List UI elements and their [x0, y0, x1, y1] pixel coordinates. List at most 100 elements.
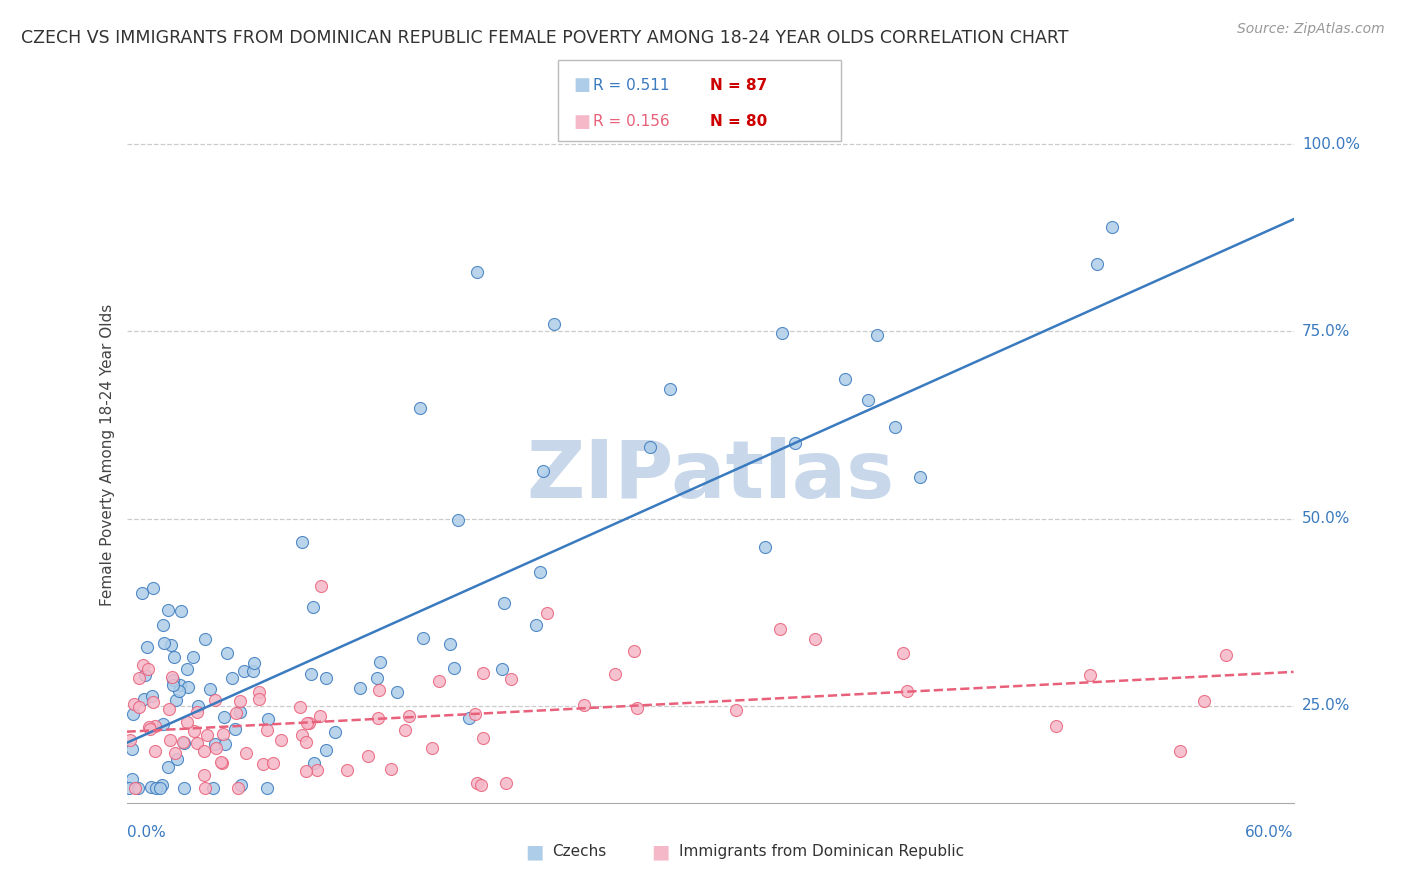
Text: ■: ■ [651, 842, 671, 862]
Point [472, 666, 495, 681]
Point [256, 780, 278, 795]
Text: Immigrants from Dominican Republic: Immigrants from Dominican Republic [679, 845, 965, 859]
Point [163, 649, 186, 664]
Point [470, 778, 492, 792]
Point [136, 662, 159, 676]
Point [134, 668, 156, 682]
Point [162, 678, 184, 692]
Point [121, 742, 143, 756]
Point [145, 780, 167, 795]
Point [231, 778, 253, 792]
Point [458, 711, 481, 725]
Point [194, 632, 217, 646]
Point [204, 692, 226, 706]
Point [427, 674, 450, 689]
Point [197, 728, 219, 742]
Point [380, 763, 402, 777]
Text: 60.0%: 60.0% [1246, 825, 1294, 839]
Point [157, 702, 180, 716]
Point [465, 265, 488, 279]
Point [309, 579, 332, 593]
Point [724, 703, 747, 717]
Point [162, 673, 184, 687]
Text: CZECH VS IMMIGRANTS FROM DOMINICAN REPUBLIC FEMALE POVERTY AMONG 18-24 YEAR OLDS: CZECH VS IMMIGRANTS FROM DOMINICAN REPUB… [21, 29, 1069, 46]
Point [420, 741, 443, 756]
Point [368, 682, 391, 697]
Point [305, 763, 328, 777]
Point [804, 632, 827, 647]
Point [156, 760, 179, 774]
Text: Source: ZipAtlas.com: Source: ZipAtlas.com [1237, 22, 1385, 37]
Point [121, 706, 143, 721]
Point [152, 717, 174, 731]
Point [366, 671, 388, 685]
Point [308, 709, 330, 723]
Point [225, 706, 247, 721]
Point [367, 711, 389, 725]
Point [153, 636, 176, 650]
Point [295, 735, 318, 749]
Point [1170, 744, 1192, 758]
Point [201, 780, 224, 795]
Point [357, 749, 380, 764]
Point [302, 600, 325, 615]
Point [499, 672, 522, 686]
Text: Czechs: Czechs [553, 845, 607, 859]
Point [134, 692, 156, 706]
Text: 50.0%: 50.0% [1302, 511, 1350, 526]
Point [139, 723, 162, 737]
Point [543, 317, 565, 331]
Point [145, 744, 167, 758]
Point [173, 736, 195, 750]
Point [1080, 667, 1102, 681]
Point [257, 712, 280, 726]
Point [139, 780, 162, 795]
Point [623, 644, 645, 658]
Point [198, 682, 221, 697]
Text: ZIPatlas: ZIPatlas [526, 437, 894, 515]
Point [1101, 220, 1123, 235]
Point [229, 705, 252, 719]
Point [204, 737, 226, 751]
Point [127, 780, 149, 795]
Point [128, 671, 150, 685]
Point [770, 326, 793, 341]
Point [288, 699, 311, 714]
Point [176, 662, 198, 676]
Point [138, 720, 160, 734]
Point [243, 657, 266, 671]
Point [409, 401, 432, 416]
Point [298, 715, 321, 730]
Point [235, 746, 257, 760]
Point [368, 655, 391, 669]
Point [299, 666, 322, 681]
Point [172, 735, 194, 749]
Point [385, 684, 408, 698]
Point [891, 646, 914, 660]
Point [249, 685, 271, 699]
Point [176, 714, 198, 729]
Point [531, 464, 554, 478]
Point [315, 671, 337, 685]
Point [221, 671, 243, 685]
Point [142, 581, 165, 595]
Point [1215, 648, 1237, 662]
Point [173, 780, 195, 795]
Point [121, 772, 143, 786]
Point [256, 723, 278, 737]
Point [471, 731, 494, 745]
Text: ■: ■ [574, 112, 591, 130]
Point [209, 755, 232, 769]
Point [856, 393, 879, 408]
Point [160, 638, 183, 652]
Point [163, 746, 186, 760]
Point [834, 372, 856, 386]
Y-axis label: Female Poverty Among 18-24 Year Olds: Female Poverty Among 18-24 Year Olds [100, 304, 115, 606]
Point [494, 596, 516, 610]
Point [295, 715, 318, 730]
Point [908, 470, 931, 484]
Point [638, 440, 661, 454]
Text: R = 0.511: R = 0.511 [593, 78, 669, 93]
Point [412, 631, 434, 645]
Point [150, 778, 173, 792]
